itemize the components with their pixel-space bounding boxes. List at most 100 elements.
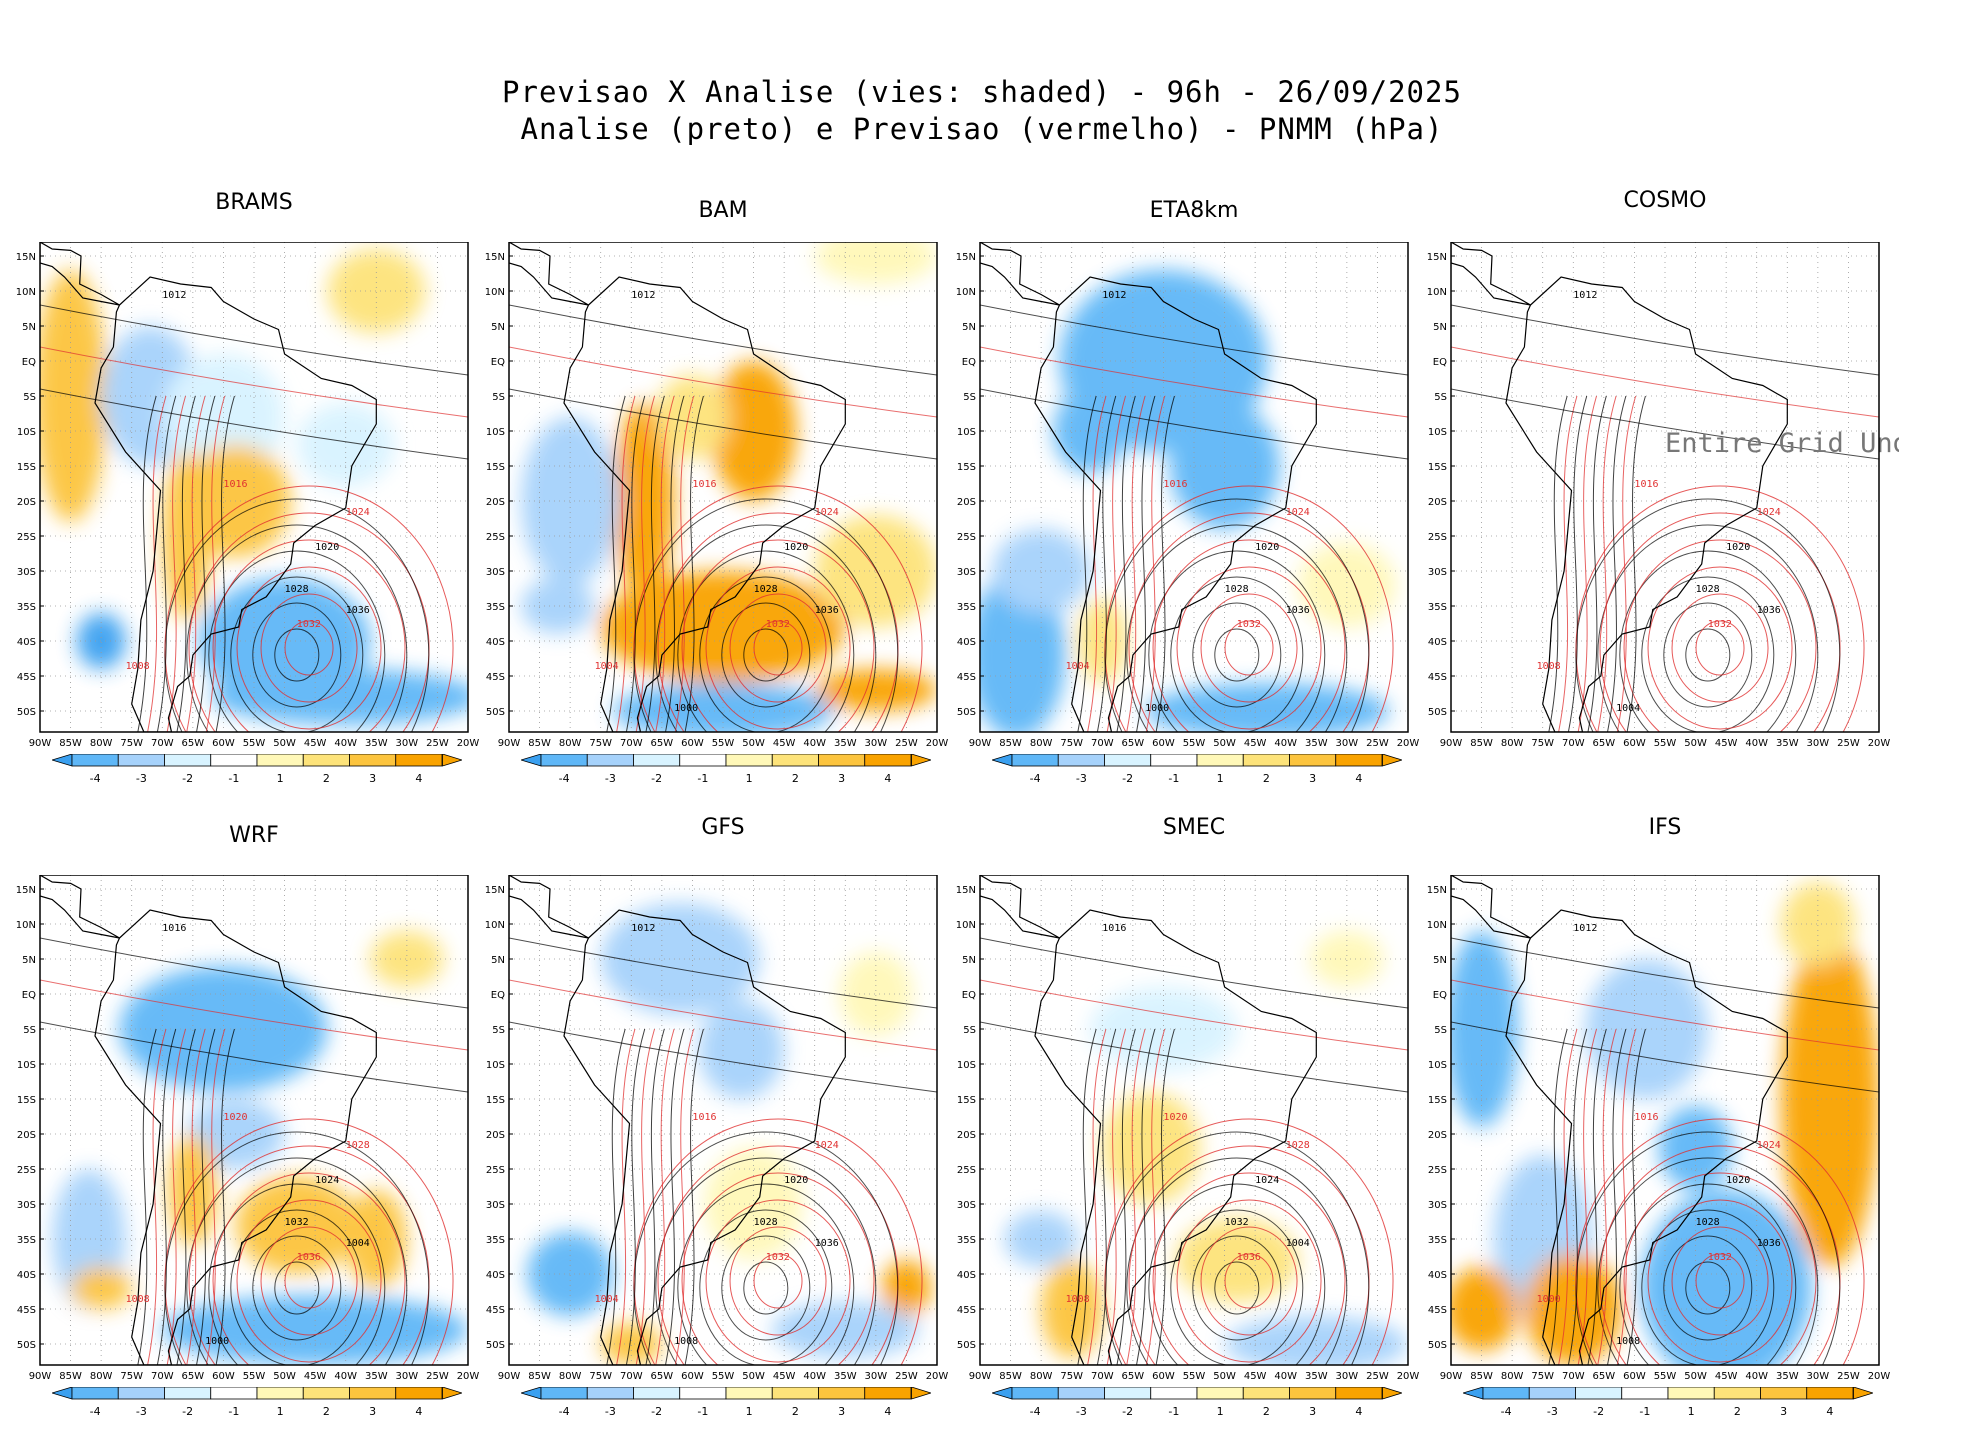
south-america-coastline	[94, 909, 377, 1365]
lat-tick-label: 35S	[17, 1235, 36, 1246]
colorbar-tick-label: 1	[277, 1405, 284, 1418]
isobar-label: 1020	[1726, 542, 1750, 553]
lon-tick-label: 60W	[1152, 1371, 1175, 1382]
lat-tick-label: 40S	[957, 637, 976, 648]
lat-tick-label: EQ	[962, 357, 976, 368]
isobar-label: 1016	[162, 923, 186, 934]
colorbar-tick-label: -2	[182, 1405, 193, 1418]
colorbar-tick-label: -3	[1076, 1405, 1087, 1418]
figure-title: Previsao X Analise (vies: shaded) - 96h …	[502, 75, 1462, 109]
isobar-label: 1036	[1237, 1252, 1261, 1263]
lon-tick-label: 90W	[29, 1371, 52, 1382]
lon-tick-label: 45W	[1715, 1371, 1738, 1382]
lon-tick-label: 60W	[212, 1371, 235, 1382]
lat-tick-label: 15N	[16, 252, 36, 263]
lat-tick-label: 30S	[17, 567, 36, 578]
lon-tick-label: 30W	[865, 1371, 888, 1382]
lon-tick-label: 90W	[969, 738, 992, 749]
lat-tick-label: 15N	[1427, 252, 1447, 263]
lon-tick-label: 30W	[1336, 738, 1359, 749]
south-america-coastline	[94, 276, 377, 732]
colorbar-tick-label: 2	[323, 772, 330, 785]
lon-tick-label: 80W	[1501, 738, 1524, 749]
south-america-coastline	[1034, 276, 1317, 732]
bias-blob	[1781, 931, 1879, 1267]
isobar-label: 1036	[346, 605, 370, 616]
lat-tick-label: 5S	[23, 392, 36, 403]
isobar-label: 1036	[815, 605, 839, 616]
lat-tick-label: 25S	[17, 532, 36, 543]
map-frame	[1450, 242, 1880, 733]
colorbar-tick-label: 1	[277, 772, 284, 785]
isobar-label: 1016	[1102, 923, 1126, 934]
bias-blob	[1640, 1190, 1812, 1365]
south-america-coastline	[563, 276, 846, 732]
isobar-label: 1036	[1757, 1238, 1781, 1249]
colorbar-tick-label: -4	[1501, 1405, 1512, 1418]
lon-tick-label: 85W	[528, 738, 551, 749]
colorbar-tick-label: -1	[697, 1405, 708, 1418]
south-america-coastline	[1034, 909, 1317, 1365]
isobar-label: 1000	[674, 703, 698, 714]
central-america-coastline	[980, 242, 1060, 306]
bias-blob	[345, 1190, 407, 1288]
colorbar-tick-label: -1	[228, 772, 239, 785]
bias-blob	[370, 931, 444, 987]
lon-tick-label: 90W	[1440, 738, 1463, 749]
lon-tick-label: 40W	[1274, 738, 1297, 749]
lat-tick-label: 35S	[957, 602, 976, 613]
isobar-label: 1032	[1708, 619, 1732, 630]
lon-tick-label: 35W	[1776, 1371, 1799, 1382]
map-svg: 1012 1016 1020 1024 1028 1032 1036 1004 1000 15N 1…	[956, 242, 1419, 749]
bias-blob	[1310, 931, 1384, 987]
central-america-coastline	[980, 875, 1060, 939]
lat-tick-label: 40S	[17, 1270, 36, 1281]
lat-tick-label: 45S	[486, 1305, 505, 1316]
colorbar-tick-label: 1	[746, 772, 753, 785]
lat-tick-label: 45S	[17, 672, 36, 683]
lat-tick-label: 15S	[486, 1095, 505, 1106]
lat-tick-label: 15S	[957, 1095, 976, 1106]
lon-tick-label: 85W	[999, 738, 1022, 749]
lat-tick-label: 10N	[16, 920, 36, 931]
colorbar-tick-label: -1	[228, 1405, 239, 1418]
lon-tick-label: 45W	[304, 1371, 327, 1382]
lat-tick-label: 5N	[22, 322, 36, 333]
isobar-label: 1012	[1573, 923, 1597, 934]
lat-tick-label: EQ	[22, 990, 36, 1001]
isobar-label: 1000	[1145, 703, 1169, 714]
panel-title-eta8km: ETA8km	[1149, 198, 1239, 223]
lat-tick-label: 10N	[485, 920, 505, 931]
map-panel-cosmo: 1012 1016 1020 1024 1028 1032 1036 1008 1004 Enti…	[1411, 242, 1899, 757]
isobar-label: 1024	[1757, 1140, 1781, 1151]
lon-tick-label: 75W	[1531, 738, 1554, 749]
lat-tick-label: 5N	[491, 955, 505, 966]
colorbar-tick-label: -2	[182, 772, 193, 785]
lat-tick-label: 35S	[957, 1235, 976, 1246]
lon-tick-label: 75W	[120, 738, 143, 749]
colorbar-tick-label: 2	[1734, 1405, 1741, 1418]
lat-tick-label: 35S	[1428, 1235, 1447, 1246]
map-panel-smec: 1016 1020 1024 1028 1032 1036 1004 1008 15N 10N 5N…	[940, 875, 1428, 1390]
lon-tick-label: 35W	[834, 738, 857, 749]
map-frame	[39, 875, 469, 1366]
lat-tick-label: 50S	[957, 1340, 976, 1351]
lat-tick-label: 25S	[957, 1165, 976, 1176]
isobar-label: 1020	[1163, 1112, 1187, 1123]
colorbar-tick-label: -2	[1122, 772, 1133, 785]
lon-tick-label: 30W	[1336, 1371, 1359, 1382]
colorbar-tick-label: 3	[369, 1405, 376, 1418]
map-panel-eta8km: 1012 1016 1020 1024 1028 1032 1036 1004 1000 15N 1…	[940, 242, 1428, 757]
lon-tick-label: 30W	[1807, 1371, 1830, 1382]
isobar-label: 1032	[766, 619, 790, 630]
isobar-label: 1016	[1634, 479, 1658, 490]
lon-tick-label: 60W	[1623, 1371, 1646, 1382]
colorbar-tick-label: -2	[1593, 1405, 1604, 1418]
lat-tick-label: 45S	[957, 672, 976, 683]
panel-title-ifs: IFS	[1648, 815, 1682, 840]
colorbar-tick-label: -3	[1076, 772, 1087, 785]
panel-title-cosmo: COSMO	[1623, 188, 1707, 213]
map-frame	[508, 875, 938, 1366]
lon-tick-label: 60W	[681, 738, 704, 749]
isobar-label: 1024	[1255, 1175, 1279, 1186]
